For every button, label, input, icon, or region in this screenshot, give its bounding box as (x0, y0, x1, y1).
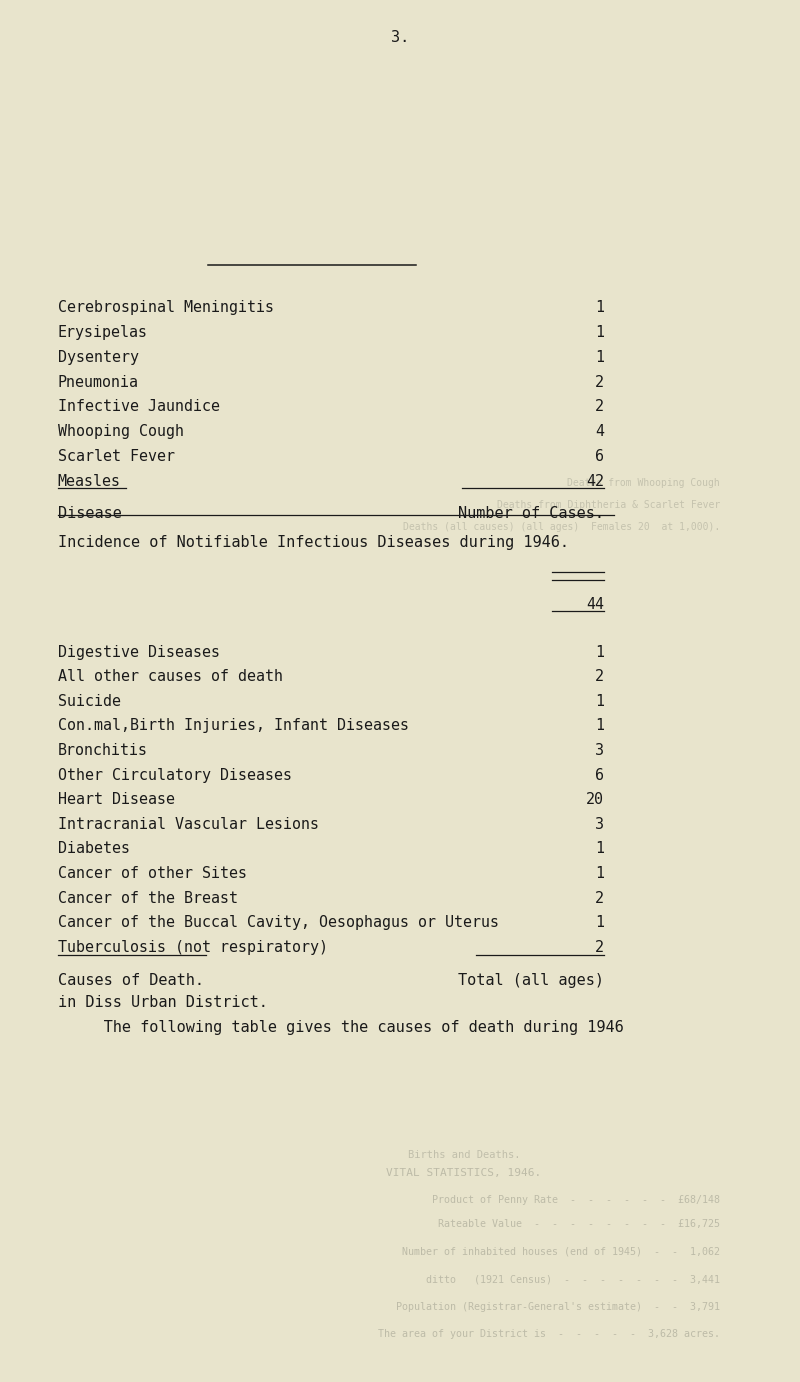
Text: Intracranial Vascular Lesions: Intracranial Vascular Lesions (58, 817, 318, 832)
Text: Digestive Diseases: Digestive Diseases (58, 644, 219, 659)
Text: Measles: Measles (58, 474, 121, 489)
Text: 4: 4 (595, 424, 604, 439)
Text: 1: 1 (595, 719, 604, 734)
Text: Cancer of the Buccal Cavity, Oesophagus or Uterus: Cancer of the Buccal Cavity, Oesophagus … (58, 915, 498, 930)
Text: Scarlet Fever: Scarlet Fever (58, 449, 174, 464)
Text: Diabetes: Diabetes (58, 842, 130, 857)
Text: Deaths (all causes) (all ages)  Females 20  at 1,000).: Deaths (all causes) (all ages) Females 2… (402, 522, 720, 532)
Text: Other Circulatory Diseases: Other Circulatory Diseases (58, 767, 292, 782)
Text: The area of your District is  -  -  -  -  -  3,628 acres.: The area of your District is - - - - - 3… (378, 1329, 720, 1339)
Text: Erysipelas: Erysipelas (58, 325, 147, 340)
Text: Incidence of Notifiable Infectious Diseases during 1946.: Incidence of Notifiable Infectious Disea… (58, 535, 569, 550)
Text: Rateable Value  -  -  -  -  -  -  -  -  £16,725: Rateable Value - - - - - - - - £16,725 (438, 1219, 720, 1229)
Text: Deaths from Whooping Cough: Deaths from Whooping Cough (567, 478, 720, 488)
Text: Cancer of other Sites: Cancer of other Sites (58, 867, 246, 880)
Text: 2: 2 (595, 890, 604, 905)
Text: Births and Deaths.: Births and Deaths. (408, 1150, 520, 1159)
Text: All other causes of death: All other causes of death (58, 669, 282, 684)
Text: in Diss Urban District.: in Diss Urban District. (58, 995, 267, 1010)
Text: Causes of Death.: Causes of Death. (58, 973, 203, 988)
Text: 6: 6 (595, 449, 604, 464)
Text: VITAL STATISTICS, 1946.: VITAL STATISTICS, 1946. (386, 1168, 542, 1177)
Text: Number of inhabited houses (end of 1945)  -  -  1,062: Number of inhabited houses (end of 1945)… (402, 1247, 720, 1256)
Text: 42: 42 (586, 474, 604, 489)
Text: 3: 3 (595, 744, 604, 757)
Text: Suicide: Suicide (58, 694, 121, 709)
Text: 1: 1 (595, 300, 604, 315)
Text: 1: 1 (595, 694, 604, 709)
Text: 2: 2 (595, 940, 604, 955)
Text: Dysentery: Dysentery (58, 350, 138, 365)
Text: Tuberculosis (not respiratory): Tuberculosis (not respiratory) (58, 940, 328, 955)
Text: 1: 1 (595, 350, 604, 365)
Text: 20: 20 (586, 792, 604, 807)
Text: Number of Cases.: Number of Cases. (458, 506, 604, 521)
Text: Whooping Cough: Whooping Cough (58, 424, 184, 439)
Text: 3.: 3. (391, 30, 409, 46)
Text: The following table gives the causes of death during 1946: The following table gives the causes of … (58, 1020, 623, 1035)
Text: Population (Registrar-General's estimate)  -  -  3,791: Population (Registrar-General's estimate… (396, 1302, 720, 1312)
Text: Cancer of the Breast: Cancer of the Breast (58, 890, 238, 905)
Text: Bronchitis: Bronchitis (58, 744, 147, 757)
Text: Disease: Disease (58, 506, 122, 521)
Text: ditto   (1921 Census)  -  -  -  -  -  -  -  3,441: ditto (1921 Census) - - - - - - - 3,441 (426, 1274, 720, 1284)
Text: 1: 1 (595, 867, 604, 880)
Text: Con.mal,Birth Injuries, Infant Diseases: Con.mal,Birth Injuries, Infant Diseases (58, 719, 409, 734)
Text: 6: 6 (595, 767, 604, 782)
Text: Infective Jaundice: Infective Jaundice (58, 399, 219, 415)
Text: 2: 2 (595, 669, 604, 684)
Text: Cerebrospinal Meningitis: Cerebrospinal Meningitis (58, 300, 274, 315)
Text: 2: 2 (595, 375, 604, 390)
Text: Pneumonia: Pneumonia (58, 375, 138, 390)
Text: Deaths from Diphtheria & Scarlet Fever: Deaths from Diphtheria & Scarlet Fever (497, 500, 720, 510)
Text: 1: 1 (595, 325, 604, 340)
Text: Total (all ages): Total (all ages) (458, 973, 604, 988)
Text: 1: 1 (595, 915, 604, 930)
Text: Product of Penny Rate  -  -  -  -  -  -  £68/148: Product of Penny Rate - - - - - - £68/14… (432, 1195, 720, 1205)
Text: Heart Disease: Heart Disease (58, 792, 174, 807)
Text: 3: 3 (595, 817, 604, 832)
Text: 44: 44 (586, 597, 604, 612)
Text: 1: 1 (595, 644, 604, 659)
Text: 1: 1 (595, 842, 604, 857)
Text: 2: 2 (595, 399, 604, 415)
